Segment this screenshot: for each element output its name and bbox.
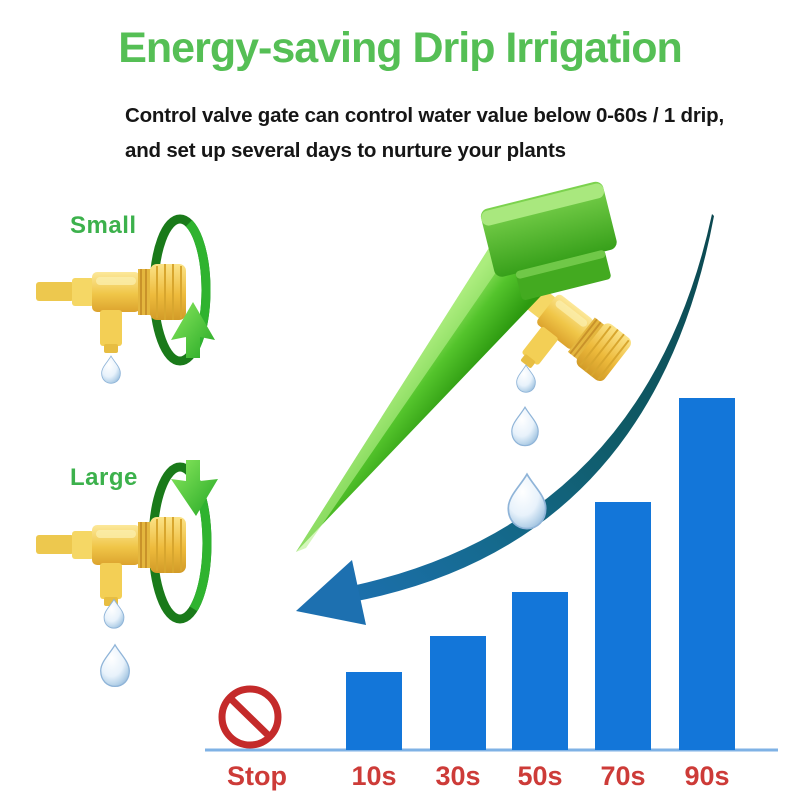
- drip-spike: [296, 181, 617, 552]
- bar-90s: [679, 398, 735, 750]
- subtitle-line-2: and set up several days to nurture your …: [125, 139, 566, 162]
- flow-arrowhead-icon: [296, 560, 366, 625]
- subtitle: Control valve gate can control water val…: [125, 98, 725, 168]
- tick-label-30s: 30s: [435, 761, 481, 791]
- bar-10s: [346, 672, 402, 750]
- bar-30s: [430, 636, 486, 750]
- rotate-down-arrow-icon: [171, 460, 218, 516]
- spike-cone-highlight: [296, 240, 512, 552]
- spike-collar: [515, 250, 611, 300]
- tick-label-50s: 50s: [517, 761, 563, 791]
- spike-collar-highlight: [515, 250, 606, 279]
- bar-50s: [512, 592, 568, 750]
- rotate-up-arrow-icon: [171, 302, 215, 358]
- large-valve-group: [35, 460, 218, 688]
- spike-cap-highlight: [481, 183, 605, 226]
- small-valve-group: [35, 214, 215, 384]
- spike-cone: [296, 240, 562, 552]
- tick-label-70s: 70s: [600, 761, 646, 791]
- stop-sign-icon: [218, 685, 282, 749]
- bar-chart: [346, 398, 735, 750]
- bar-70s: [595, 502, 651, 750]
- tick-label-stop: Stop: [227, 761, 287, 791]
- page-title: Energy-saving Drip Irrigation: [118, 24, 683, 72]
- large-setting-label: Large: [70, 464, 138, 491]
- small-setting-label: Small: [70, 212, 137, 239]
- tick-label-90s: 90s: [684, 761, 730, 791]
- subtitle-line-1: Control valve gate can control water val…: [125, 104, 724, 127]
- tick-label-10s: 10s: [351, 761, 397, 791]
